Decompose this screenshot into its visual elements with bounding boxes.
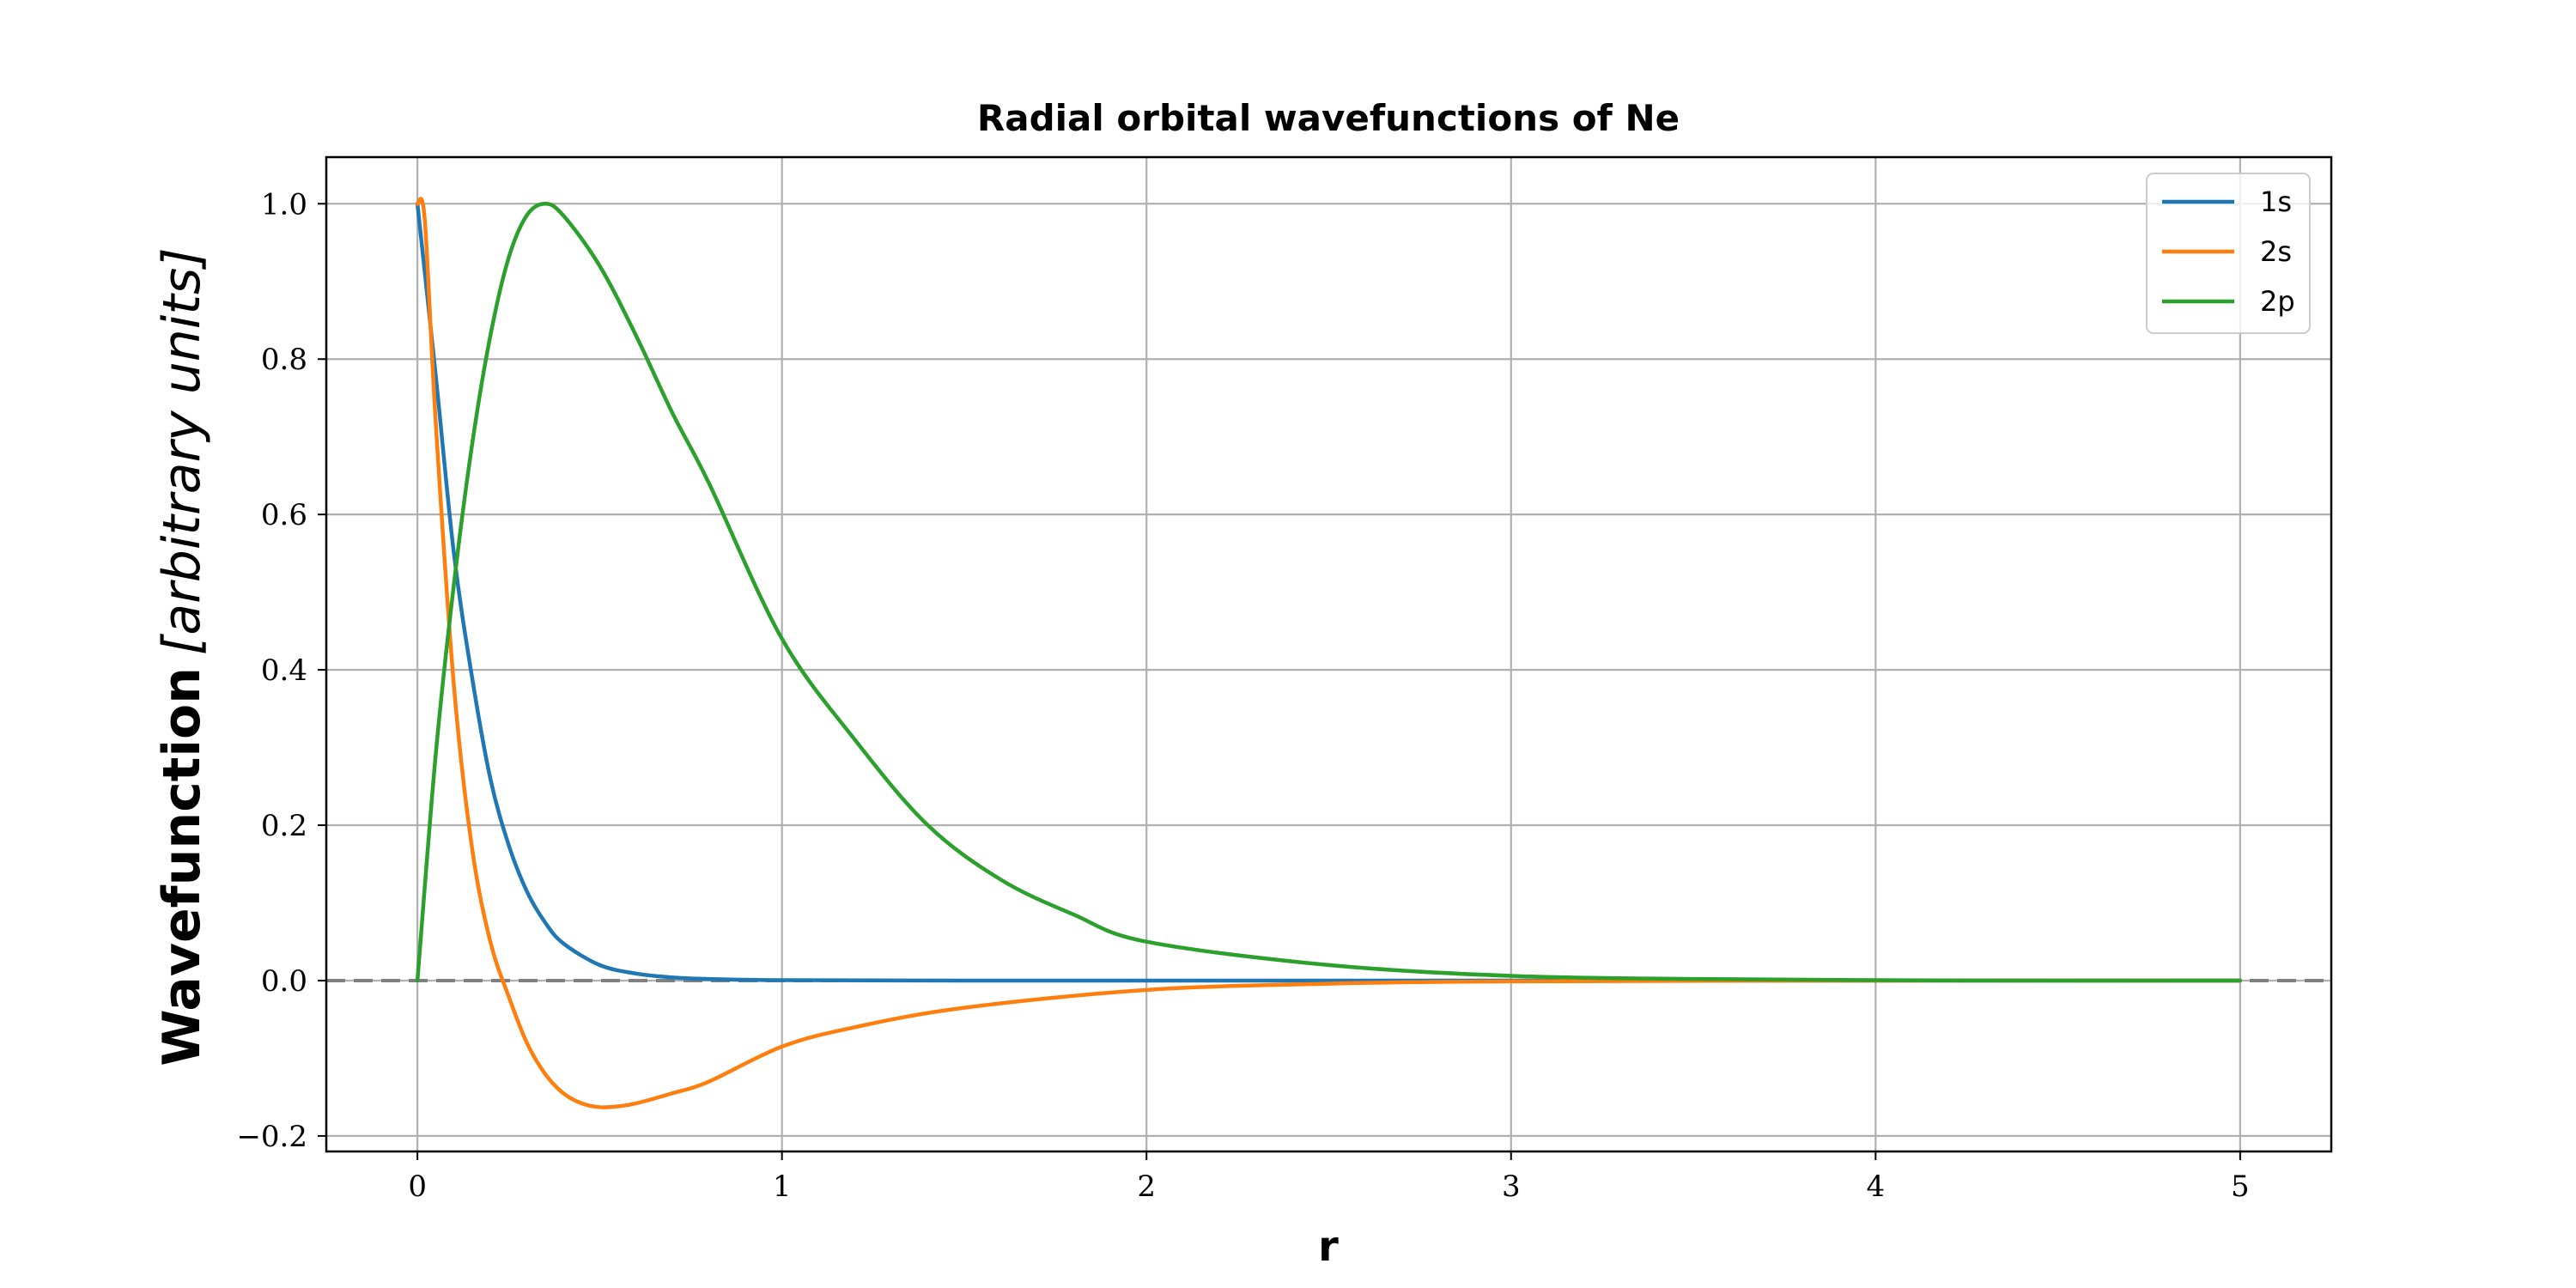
grid — [326, 157, 2331, 1151]
y-axis-label-unit: [arbitrary units] — [152, 247, 212, 655]
plot-frame — [325, 155, 2333, 1153]
x-tick-label: 4 — [1866, 1170, 1885, 1204]
x-tick-label: 0 — [408, 1170, 427, 1204]
x-tick-label: 1 — [773, 1170, 792, 1204]
y-axis-label-main: Wavefunction — [152, 667, 212, 1066]
legend-label-2p: 2p — [2260, 285, 2295, 318]
y-tick-label: 0.2 — [261, 809, 307, 843]
series-line-2p — [415, 202, 2243, 983]
y-tick-label: −0.2 — [236, 1120, 307, 1154]
y-axis-ticks: −0.2 0.0 0.2 0.4 0.6 0.8 1.0 — [236, 187, 326, 1154]
series-line-1s — [415, 202, 2243, 983]
y-tick-label: 0.6 — [261, 498, 307, 532]
y-tick-label: 0.4 — [261, 653, 307, 688]
x-tick-label: 2 — [1137, 1170, 1156, 1204]
x-axis-ticks: 0 1 2 3 4 5 — [408, 1151, 2250, 1204]
y-tick-label: 1.0 — [261, 187, 307, 222]
series-line-2s — [415, 197, 2243, 1109]
legend: 1s 2s 2p — [2146, 173, 2311, 334]
legend-label-2s: 2s — [2260, 235, 2292, 268]
y-axis-label: Wavefunction [arbitrary units] — [152, 247, 212, 1066]
series-lines — [415, 197, 2243, 1109]
legend-label-1s: 1s — [2260, 185, 2292, 218]
x-axis-label: r — [1318, 1223, 1339, 1271]
chart-title: Radial orbital wavefunctions of Ne — [977, 97, 1680, 139]
x-tick-label: 3 — [1502, 1170, 1521, 1204]
x-tick-label: 5 — [2231, 1170, 2250, 1204]
y-tick-label: 0.8 — [261, 343, 307, 377]
y-tick-label: 0.0 — [261, 964, 307, 999]
legend-items: 1s 2s 2p — [2162, 185, 2295, 318]
